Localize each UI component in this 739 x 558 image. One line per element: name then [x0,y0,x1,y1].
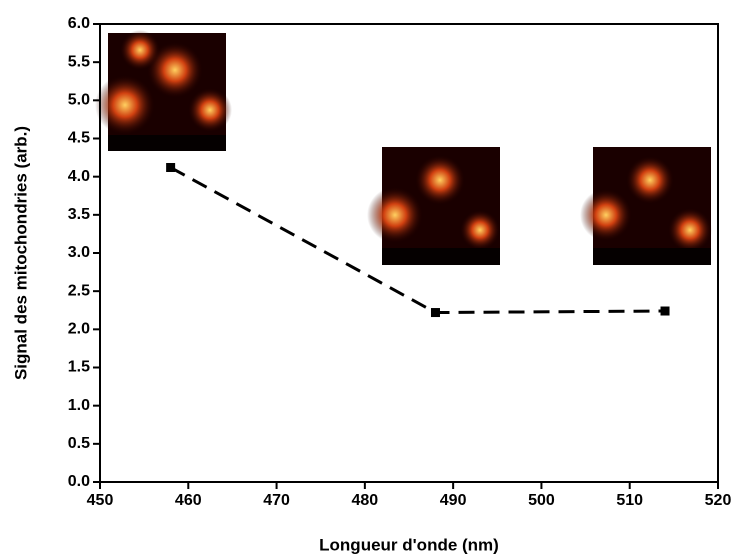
x-tick-label: 460 [175,492,202,509]
y-tick-label: 2.5 [68,282,90,299]
x-tick-label: 480 [352,492,379,509]
y-tick-label: 2.0 [68,321,90,338]
x-tick-label: 520 [705,492,732,509]
x-tick-label: 450 [87,492,114,509]
y-tick-label: 1.5 [68,359,90,376]
y-tick-label: 0.5 [68,435,90,452]
inset-image [367,147,500,265]
y-tick-label: 0.0 [68,473,90,490]
y-tick-label: 5.5 [68,53,90,70]
inset-image [580,147,712,265]
y-tick-label: 3.0 [68,244,90,261]
x-tick-label: 500 [528,492,555,509]
y-tick-label: 3.5 [68,206,90,223]
y-tick-label: 6.0 [68,15,90,32]
y-tick-label: 1.0 [68,397,90,414]
data-marker [166,163,176,173]
x-tick-label: 490 [440,492,467,509]
x-axis-title: Longueur d'onde (nm) [319,535,499,554]
y-tick-label: 5.0 [68,92,90,109]
inset-images [95,30,712,265]
inset-image [95,30,232,151]
x-tick-label: 510 [616,492,643,509]
data-marker [660,306,670,316]
y-tick-label: 4.5 [68,130,90,147]
y-axis-title: Signal des mitochondries (arb.) [11,126,30,380]
x-tick-label: 470 [263,492,290,509]
y-tick-label: 4.0 [68,168,90,185]
data-marker [430,308,440,318]
